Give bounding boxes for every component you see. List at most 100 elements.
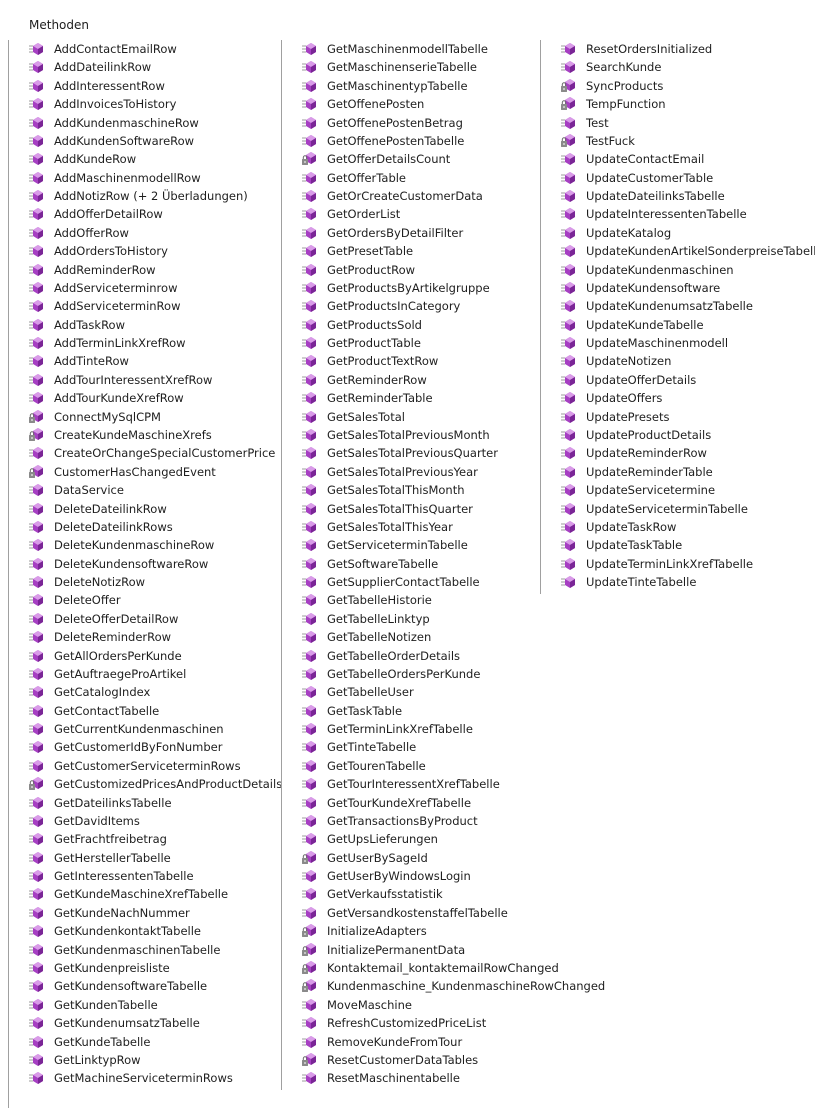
method-list-item[interactable]: GetCatalogIndex <box>8 683 278 701</box>
method-list-item[interactable]: GetTourenTabelle <box>281 757 551 775</box>
method-list-item[interactable]: GetLinktypRow <box>8 1051 278 1069</box>
method-list-item[interactable]: AddInvoicesToHistory <box>8 95 278 113</box>
method-list-item[interactable]: GetKundenTabelle <box>8 996 278 1014</box>
method-list-item[interactable]: GetSalesTotal <box>281 408 551 426</box>
method-list-item[interactable]: GetTourInteressentXrefTabelle <box>281 775 551 793</box>
method-list-item[interactable]: AddOfferRow <box>8 224 278 242</box>
method-list-item[interactable]: GetKundenpreisliste <box>8 959 278 977</box>
method-list-item[interactable]: SyncProducts <box>540 77 810 95</box>
method-list-item[interactable]: GetSalesTotalThisYear <box>281 518 551 536</box>
method-list-item[interactable]: GetOfferDetailsCount <box>281 150 551 168</box>
method-list-item[interactable]: DeleteOffer <box>8 591 278 609</box>
method-list-item[interactable]: DataService <box>8 481 278 499</box>
method-list-item[interactable]: AddReminderRow <box>8 261 278 279</box>
method-list-item[interactable]: GetKundeMaschineXrefTabelle <box>8 885 278 903</box>
method-list-item[interactable]: UpdateNotizen <box>540 352 810 370</box>
method-list-item[interactable]: Kontaktemail_kontaktemailRowChanged <box>281 959 559 977</box>
method-list-item[interactable]: GetVerkaufsstatistik <box>281 885 551 903</box>
method-list-item[interactable]: AddOrdersToHistory <box>8 242 278 260</box>
method-list-item[interactable]: GetSalesTotalPreviousQuarter <box>281 444 551 462</box>
method-list-item[interactable]: GetReminderTable <box>281 389 551 407</box>
method-list-item[interactable]: UpdateProductDetails <box>540 426 810 444</box>
method-list-item[interactable]: GetKundenkontaktTabelle <box>8 922 278 940</box>
method-list-item[interactable]: GetUpsLieferungen <box>281 830 551 848</box>
method-list-item[interactable]: AddOfferDetailRow <box>8 205 278 223</box>
method-list-item[interactable]: GetHerstellerTabelle <box>8 849 278 867</box>
method-list-item[interactable]: UpdateDateilinksTabelle <box>540 187 810 205</box>
method-list-item[interactable]: UpdateTerminLinkXrefTabelle <box>540 555 810 573</box>
method-list-item[interactable]: DeleteKundensoftwareRow <box>8 555 278 573</box>
method-list-item[interactable]: UpdateKundeTabelle <box>540 316 810 334</box>
method-list-item[interactable]: GetTabelleOrdersPerKunde <box>281 665 551 683</box>
method-list-item[interactable]: GetSoftwareTabelle <box>281 555 551 573</box>
method-list-item[interactable]: CreateKundeMaschineXrefs <box>8 426 278 444</box>
method-list-item[interactable]: GetKundensoftwareTabelle <box>8 977 278 995</box>
method-list-item[interactable]: GetTabelleOrderDetails <box>281 647 551 665</box>
method-list-item[interactable]: UpdateServiceterminTabelle <box>540 500 810 518</box>
method-list-item[interactable]: GetKundeNachNummer <box>8 904 278 922</box>
method-list-item[interactable]: GetContactTabelle <box>8 702 278 720</box>
method-list-item[interactable]: AddNotizRow (+ 2 Überladungen) <box>8 187 278 205</box>
method-list-item[interactable]: GetKundenumsatzTabelle <box>8 1014 278 1032</box>
method-list-item[interactable]: AddKundenSoftwareRow <box>8 132 278 150</box>
method-list-item[interactable]: GetSalesTotalThisMonth <box>281 481 551 499</box>
method-list-item[interactable]: ResetCustomerDataTables <box>281 1051 551 1069</box>
method-list-item[interactable]: GetTerminLinkXrefTabelle <box>281 720 551 738</box>
method-list-item[interactable]: GetKundenmaschinenTabelle <box>8 941 278 959</box>
method-list-item[interactable]: DeleteReminderRow <box>8 628 278 646</box>
method-list-item[interactable]: GetAuftraegeProArtikel <box>8 665 278 683</box>
method-list-item[interactable]: DeleteDateilinkRows <box>8 518 278 536</box>
method-list-item[interactable]: DeleteOfferDetailRow <box>8 610 278 628</box>
method-list-item[interactable]: AddKundenmaschineRow <box>8 114 278 132</box>
method-list-item[interactable]: GetProductsSold <box>281 316 551 334</box>
method-list-item[interactable]: TempFunction <box>540 95 810 113</box>
method-list-item[interactable]: GetOffenePostenBetrag <box>281 114 551 132</box>
method-list-item[interactable]: UpdateKundensoftware <box>540 279 810 297</box>
method-list-item[interactable]: GetServiceterminTabelle <box>281 536 551 554</box>
method-list-item[interactable]: UpdateReminderTable <box>540 463 810 481</box>
method-list-item[interactable]: UpdateKundenmaschinen <box>540 261 810 279</box>
method-list-item[interactable]: GetProductsByArtikelgruppe <box>281 279 551 297</box>
method-list-item[interactable]: GetReminderRow <box>281 371 551 389</box>
method-list-item[interactable]: GetKundeTabelle <box>8 1033 278 1051</box>
method-list-item[interactable]: UpdateTaskTable <box>540 536 810 554</box>
method-list-item[interactable]: AddTourInteressentXrefRow <box>8 371 278 389</box>
method-list-item[interactable]: GetOrderList <box>281 205 551 223</box>
method-list-item[interactable]: UpdateReminderRow <box>540 444 810 462</box>
method-list-item[interactable]: GetCustomizedPricesAndProductDetails <box>8 775 282 793</box>
method-list-item[interactable]: DeleteKundenmaschineRow <box>8 536 278 554</box>
method-list-item[interactable]: InitializeAdapters <box>281 922 551 940</box>
method-list-item[interactable]: UpdatePresets <box>540 408 810 426</box>
method-list-item[interactable]: AddInteressentRow <box>8 77 278 95</box>
method-list-item[interactable]: GetTransactionsByProduct <box>281 812 551 830</box>
method-list-item[interactable]: UpdateKundenumsatzTabelle <box>540 297 810 315</box>
method-list-item[interactable]: RemoveKundeFromTour <box>281 1033 551 1051</box>
method-list-item[interactable]: GetProductTextRow <box>281 352 551 370</box>
method-list-item[interactable]: GetFrachtfreibetrag <box>8 830 278 848</box>
method-list-item[interactable]: UpdateOffers <box>540 389 810 407</box>
method-list-item[interactable]: AddContactEmailRow <box>8 40 278 58</box>
method-list-item[interactable]: UpdateMaschinenmodell <box>540 334 810 352</box>
method-list-item[interactable]: AddServiceterminrow <box>8 279 278 297</box>
method-list-item[interactable]: ResetOrdersInitialized <box>540 40 810 58</box>
method-list-item[interactable]: GetProductsInCategory <box>281 297 551 315</box>
method-list-item[interactable]: UpdateContactEmail <box>540 150 810 168</box>
method-list-item[interactable]: RefreshCustomizedPriceList <box>281 1014 551 1032</box>
method-list-item[interactable]: UpdateTaskRow <box>540 518 810 536</box>
method-list-item[interactable]: GetOfferTable <box>281 169 551 187</box>
method-list-item[interactable]: UpdateCustomerTable <box>540 169 810 187</box>
method-list-item[interactable]: Kundenmaschine_KundenmaschineRowChanged <box>281 977 605 995</box>
method-list-item[interactable]: GetPresetTable <box>281 242 551 260</box>
method-list-item[interactable]: MoveMaschine <box>281 996 551 1014</box>
method-list-item[interactable]: GetUserBySageId <box>281 849 551 867</box>
method-list-item[interactable]: GetCurrentKundenmaschinen <box>8 720 278 738</box>
method-list-item[interactable]: UpdateKatalog <box>540 224 810 242</box>
method-list-item[interactable]: AddMaschinenmodellRow <box>8 169 278 187</box>
method-list-item[interactable]: GetOffenePosten <box>281 95 551 113</box>
method-list-item[interactable]: GetUserByWindowsLogin <box>281 867 551 885</box>
method-list-item[interactable]: CreateOrChangeSpecialCustomerPrice <box>8 444 278 462</box>
method-list-item[interactable]: AddKundeRow <box>8 150 278 168</box>
method-list-item[interactable]: AddDateilinkRow <box>8 58 278 76</box>
method-list-item[interactable]: AddTaskRow <box>8 316 278 334</box>
method-list-item[interactable]: TestFuck <box>540 132 810 150</box>
